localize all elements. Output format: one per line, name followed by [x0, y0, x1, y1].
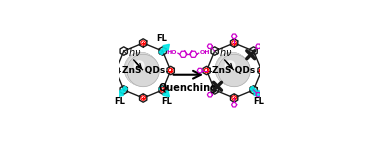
Circle shape [218, 55, 249, 86]
Circle shape [134, 61, 144, 70]
Circle shape [125, 53, 157, 85]
Circle shape [141, 41, 146, 45]
Circle shape [124, 53, 157, 85]
Circle shape [218, 55, 249, 86]
Circle shape [127, 54, 158, 86]
Circle shape [127, 54, 160, 87]
Circle shape [113, 68, 118, 73]
Circle shape [126, 54, 158, 86]
Circle shape [126, 54, 158, 85]
Circle shape [141, 96, 146, 100]
Circle shape [225, 61, 235, 70]
Circle shape [127, 55, 158, 86]
Circle shape [218, 54, 249, 86]
Circle shape [259, 68, 264, 73]
Circle shape [217, 54, 249, 86]
Circle shape [218, 55, 249, 86]
Circle shape [127, 54, 158, 86]
Text: FL: FL [161, 97, 172, 106]
Circle shape [127, 55, 158, 86]
FancyArrow shape [250, 86, 260, 97]
Circle shape [125, 53, 158, 85]
FancyArrow shape [159, 86, 169, 97]
Circle shape [215, 53, 248, 85]
Circle shape [216, 53, 248, 85]
Circle shape [232, 41, 236, 45]
Text: FL: FL [156, 34, 167, 43]
Text: $h\nu$: $h\nu$ [128, 46, 141, 58]
Text: Quenching: Quenching [159, 83, 218, 93]
Circle shape [125, 53, 157, 85]
FancyArrow shape [159, 44, 169, 55]
Text: ZnS QDs: ZnS QDs [212, 66, 256, 75]
Circle shape [160, 88, 165, 92]
Circle shape [169, 68, 173, 73]
Text: FL: FL [114, 97, 125, 106]
Circle shape [218, 54, 249, 86]
Circle shape [126, 54, 158, 85]
Text: OH: OH [199, 50, 210, 55]
Text: FL: FL [254, 97, 264, 106]
Circle shape [215, 53, 248, 85]
Circle shape [128, 55, 159, 86]
Circle shape [217, 54, 249, 85]
Circle shape [204, 68, 209, 73]
Circle shape [125, 53, 157, 85]
Circle shape [128, 55, 158, 86]
Circle shape [127, 54, 158, 86]
Circle shape [217, 53, 248, 85]
FancyArrow shape [117, 86, 127, 97]
Text: HO: HO [167, 50, 177, 55]
Circle shape [216, 53, 248, 85]
Circle shape [218, 54, 250, 87]
Circle shape [217, 54, 249, 86]
Circle shape [125, 53, 157, 85]
Circle shape [216, 53, 248, 85]
Circle shape [125, 53, 157, 85]
Circle shape [127, 55, 158, 86]
Circle shape [217, 54, 249, 86]
Circle shape [217, 54, 249, 85]
Circle shape [126, 54, 158, 86]
Text: $h\nu$: $h\nu$ [219, 46, 232, 58]
Text: ZnS QDs: ZnS QDs [122, 66, 165, 75]
Circle shape [216, 53, 248, 85]
Circle shape [232, 96, 236, 100]
Circle shape [218, 55, 249, 86]
Circle shape [219, 55, 249, 86]
Circle shape [126, 54, 158, 85]
Circle shape [217, 54, 248, 85]
